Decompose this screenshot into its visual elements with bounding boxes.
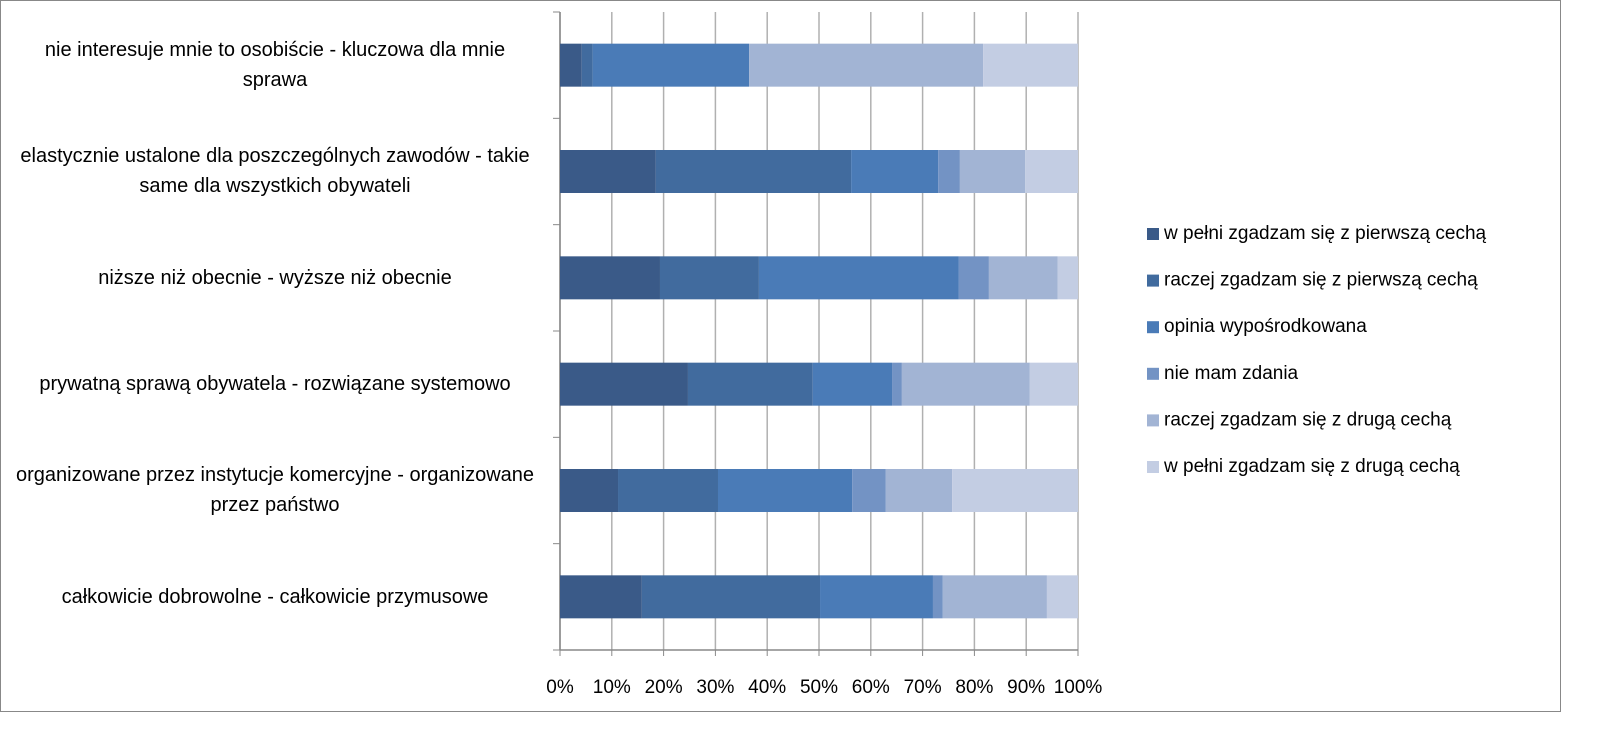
legend-swatch xyxy=(1147,321,1159,334)
x-tick-label: 40% xyxy=(748,677,786,698)
bar-segment xyxy=(655,150,852,193)
legend-swatch xyxy=(1147,367,1159,380)
bar-segment xyxy=(1029,362,1078,406)
x-tick-label: 0% xyxy=(546,677,574,698)
x-tick-label: 30% xyxy=(696,677,734,698)
bar-segment xyxy=(1046,575,1078,619)
bar-segment xyxy=(942,575,1047,619)
bar-segment xyxy=(958,256,989,300)
bar-segment xyxy=(560,469,619,512)
bar-segment xyxy=(659,256,759,300)
bar-segment xyxy=(988,256,1058,300)
legend-swatch xyxy=(1147,414,1159,427)
x-tick-label: 10% xyxy=(593,677,631,698)
y-tick-label: całkowicie dobrowolne - całkowicie przym… xyxy=(61,585,489,608)
chart-border xyxy=(0,0,1561,712)
bar-segment xyxy=(851,150,939,193)
bar-segment xyxy=(749,43,984,87)
legend-label: opinia wypośrodkowana xyxy=(1164,316,1367,337)
bar-segment xyxy=(952,469,1078,512)
bar-segment xyxy=(758,256,959,300)
bar-segment xyxy=(812,362,893,406)
bar-segment xyxy=(932,575,943,619)
x-tick-label: 100% xyxy=(1054,677,1103,698)
y-tick-label: niższe niż obecnie - wyższe niż obecnie xyxy=(98,266,452,289)
bar-segment xyxy=(959,150,1026,193)
bar-segment xyxy=(938,150,960,193)
bar-segment xyxy=(618,469,718,512)
legend-label: nie mam zdania xyxy=(1164,363,1299,384)
x-tick-label: 50% xyxy=(800,677,838,698)
bar-segment xyxy=(592,43,750,87)
bar-segment xyxy=(852,469,886,512)
bar-segment xyxy=(560,256,660,300)
bar-segment xyxy=(560,362,688,406)
x-tick-label: 90% xyxy=(1007,677,1045,698)
x-tick-label: 70% xyxy=(904,677,942,698)
bar-segment xyxy=(1025,150,1078,193)
bar-segment xyxy=(560,150,656,193)
y-tick-label: elastycznie ustalone dla poszczególnych … xyxy=(20,145,530,198)
legend-label: raczej zgadzam się z pierwszą cechą xyxy=(1164,270,1478,291)
bar-segment xyxy=(901,362,1030,406)
legend-swatch xyxy=(1147,461,1159,473)
legend-swatch xyxy=(1147,274,1159,287)
y-tick-label: prywatną sprawą obywatela - rozwiązane s… xyxy=(39,373,511,395)
bar-segment xyxy=(983,43,1078,87)
x-tick-label: 20% xyxy=(645,677,683,698)
legend-swatch xyxy=(1147,228,1159,240)
legend-label: w pełni zgadzam się z pierwszą cechą xyxy=(1163,223,1487,244)
bar-segment xyxy=(892,362,902,406)
legend-label: w pełni zgadzam się z drugą cechą xyxy=(1163,456,1460,477)
bar-segment xyxy=(560,43,582,87)
x-tick-label: 80% xyxy=(955,677,993,698)
bar-segment xyxy=(1057,256,1078,300)
bar-segment xyxy=(641,575,821,619)
y-tick-label: organizowane przez instytucje komercyjne… xyxy=(15,464,535,517)
legend-label: raczej zgadzam się z drugą cechą xyxy=(1164,409,1452,430)
bar-segment xyxy=(581,43,593,87)
bar-segment xyxy=(820,575,933,619)
x-tick-label: 60% xyxy=(852,677,890,698)
bar-segment xyxy=(687,362,813,406)
y-tick-label: nie interesuje mnie to osobiście - klucz… xyxy=(44,39,506,91)
bar-segment xyxy=(717,469,853,512)
bar-segment xyxy=(560,575,642,619)
bar-segment xyxy=(885,469,953,512)
